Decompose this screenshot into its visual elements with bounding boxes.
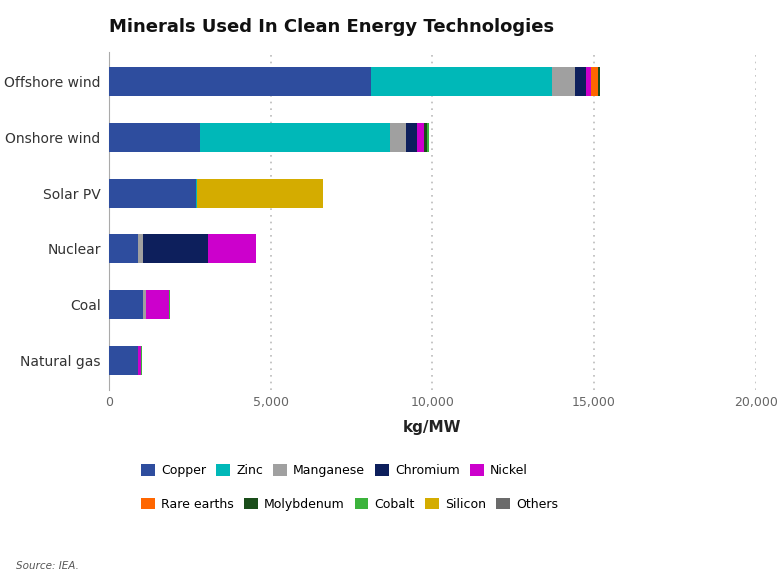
Text: Minerals Used In Clean Energy Technologies: Minerals Used In Clean Energy Technologi… bbox=[109, 18, 554, 36]
Bar bbox=[407, 123, 417, 152]
Bar bbox=[199, 123, 390, 152]
Bar bbox=[575, 67, 586, 96]
Bar bbox=[424, 123, 427, 152]
Bar bbox=[552, 67, 575, 96]
Bar bbox=[586, 67, 590, 96]
Bar bbox=[109, 123, 199, 152]
Bar bbox=[138, 346, 141, 375]
X-axis label: kg/MW: kg/MW bbox=[403, 420, 462, 435]
Bar bbox=[371, 67, 552, 96]
Bar bbox=[208, 234, 256, 263]
Bar bbox=[390, 123, 407, 152]
Bar bbox=[169, 290, 170, 319]
Bar bbox=[427, 123, 429, 152]
Legend: Rare earths, Molybdenum, Cobalt, Silicon, Others: Rare earths, Molybdenum, Cobalt, Silicon… bbox=[141, 498, 558, 511]
Bar bbox=[109, 234, 138, 263]
Text: Source: IEA.: Source: IEA. bbox=[16, 561, 79, 571]
Bar bbox=[143, 290, 146, 319]
Bar bbox=[109, 290, 143, 319]
Bar bbox=[197, 179, 323, 208]
Bar bbox=[109, 179, 196, 208]
Bar bbox=[598, 67, 600, 96]
Bar bbox=[146, 290, 169, 319]
Bar bbox=[590, 67, 598, 96]
Bar bbox=[109, 346, 138, 375]
Bar bbox=[141, 346, 142, 375]
Bar bbox=[417, 123, 424, 152]
Bar bbox=[109, 67, 371, 96]
Bar bbox=[138, 234, 143, 263]
Bar bbox=[143, 234, 208, 263]
